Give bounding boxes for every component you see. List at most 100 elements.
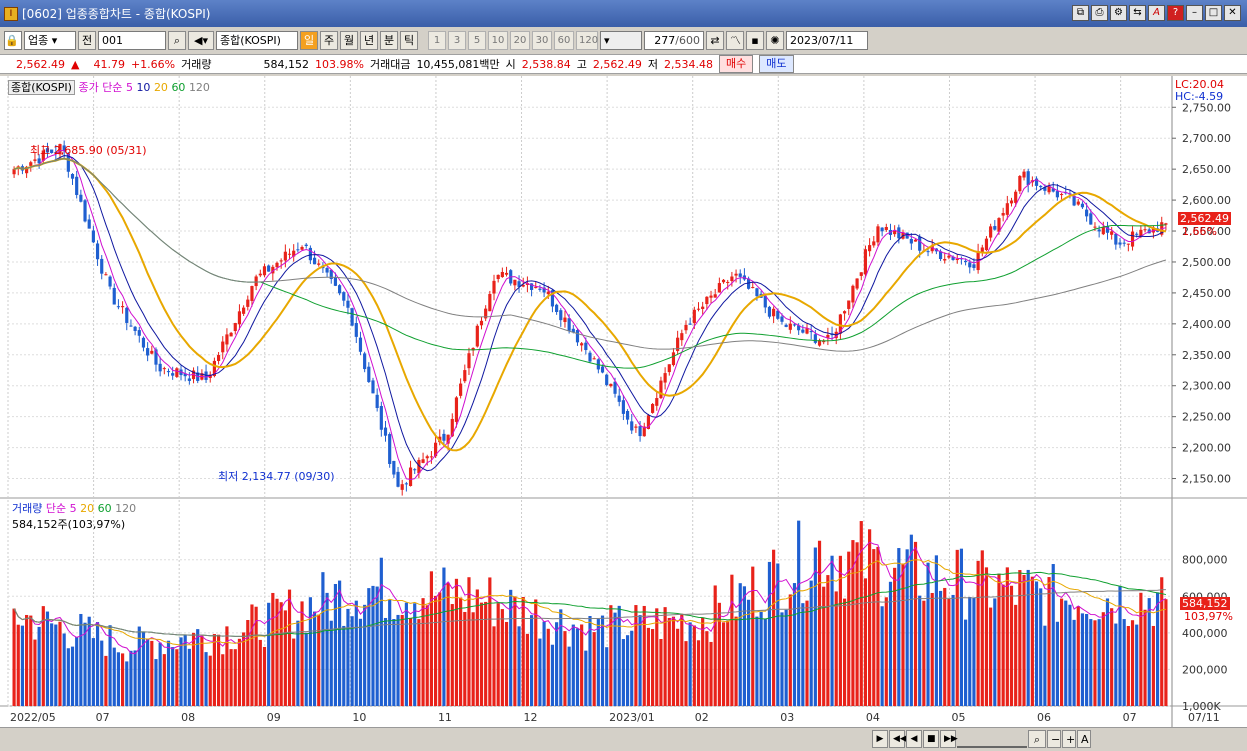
stop-icon[interactable]: ■ — [923, 730, 939, 748]
candle — [1080, 203, 1085, 208]
market-type-select[interactable]: 업종 ▾ — [24, 30, 76, 50]
lock-icon[interactable]: 🔒 — [4, 30, 22, 50]
gear-icon[interactable]: ✺ — [766, 30, 784, 50]
period-minute[interactable]: 분 — [380, 30, 398, 50]
interval-20[interactable]: 20 — [510, 30, 530, 50]
close-button[interactable]: ✕ — [1224, 5, 1241, 21]
candle — [308, 247, 312, 261]
zoom-slider[interactable] — [957, 730, 1027, 748]
zoom-in-icon[interactable]: + — [1062, 730, 1076, 748]
auto-icon[interactable]: A — [1077, 730, 1091, 748]
candle — [947, 255, 951, 258]
speaker-icon[interactable]: ◀▾ — [188, 30, 214, 50]
save-icon[interactable]: ▪ — [746, 30, 764, 50]
candle — [450, 418, 454, 437]
fast-forward-icon[interactable]: ▶▶ — [940, 730, 958, 748]
period-day[interactable]: 일 — [300, 30, 318, 50]
volume-legend: 거래량 단순 5 20 60 120 584,152주(103,97%) — [12, 500, 136, 532]
sell-button[interactable]: 매도 — [759, 55, 794, 73]
rewind-icon[interactable]: ◀◀ — [889, 730, 907, 748]
restore-group-icon[interactable]: ⧉ — [1072, 5, 1089, 21]
volume-bar — [838, 555, 842, 706]
interval-120[interactable]: 120 — [576, 30, 598, 50]
candle — [780, 316, 784, 322]
candle — [388, 434, 392, 464]
volume-bar — [809, 580, 813, 706]
font-icon[interactable]: A — [1148, 5, 1165, 21]
search-icon[interactable]: ⌕ — [168, 30, 186, 50]
candle — [371, 380, 375, 394]
code-input[interactable]: 001 — [98, 30, 166, 50]
date-input[interactable]: 2023/07/11 — [786, 30, 868, 50]
candle — [329, 269, 333, 280]
candle — [588, 352, 592, 362]
volume-bar — [989, 607, 993, 706]
print-icon[interactable]: ⎙ — [1091, 5, 1108, 21]
interval-10[interactable]: 10 — [488, 30, 508, 50]
candle — [563, 317, 567, 323]
maximize-button[interactable]: □ — [1205, 5, 1222, 21]
volume-bar — [926, 562, 930, 706]
volume-bar — [655, 608, 659, 706]
volume-bar — [262, 646, 267, 706]
interval-5[interactable]: 5 — [468, 30, 486, 50]
period-year[interactable]: 년 — [360, 30, 378, 50]
quote-amount: 10,455,081백만 — [416, 58, 500, 71]
candle — [37, 158, 41, 164]
vol-ma120-label: 120 — [115, 502, 137, 515]
candle — [955, 258, 959, 261]
y-tick-label: 2,300.00 — [1182, 380, 1231, 393]
interval-1[interactable]: 1 — [428, 30, 446, 50]
period-tick[interactable]: 틱 — [400, 30, 418, 50]
ma120-label: 120 — [188, 81, 210, 94]
count-input[interactable]: 277/600 — [644, 30, 704, 50]
line-chart-icon[interactable]: 〽 — [726, 30, 744, 50]
volume-bar — [575, 628, 580, 706]
magnify-icon[interactable]: ⌕ — [1028, 730, 1046, 748]
period-week[interactable]: 주 — [320, 30, 338, 50]
candle — [229, 332, 233, 337]
volume-bar — [95, 622, 100, 706]
ma120-line — [13, 158, 1167, 352]
volume-bar — [630, 630, 634, 706]
candle — [471, 347, 475, 351]
prev-icon[interactable]: ◀ — [906, 730, 922, 748]
volume-bar — [438, 592, 442, 706]
candle — [91, 230, 95, 243]
settings-icon[interactable]: ⚙ — [1110, 5, 1127, 21]
period-month[interactable]: 월 — [340, 30, 358, 50]
candle — [1043, 187, 1047, 191]
candle — [876, 226, 880, 243]
last-pct-tag: 1.66% — [1182, 225, 1217, 238]
y-tick-label: 2,750.00 — [1182, 101, 1231, 114]
candlestick-chart[interactable]: 2022/05 07 08 09 10 11 12 2023/01 02 03 04 05 06 07 07… — [0, 76, 1247, 736]
volume-bar — [692, 625, 696, 706]
volume-bar — [338, 580, 342, 706]
volume-bar — [446, 582, 450, 706]
volume-bar — [367, 588, 371, 706]
volume-bar — [33, 639, 37, 706]
zoom-out-icon[interactable]: − — [1047, 730, 1061, 748]
candle — [951, 256, 955, 260]
interval-60[interactable]: 60 — [554, 30, 574, 50]
volume-bar — [404, 602, 408, 706]
volume-bar — [893, 567, 897, 706]
interval-30[interactable]: 30 — [532, 30, 552, 50]
volume-bar — [16, 624, 20, 706]
help-icon[interactable]: ? — [1167, 5, 1184, 21]
prev-button[interactable]: 전 — [78, 30, 96, 50]
scroll-right-icon[interactable]: ▶ — [872, 730, 888, 748]
minimize-button[interactable]: – — [1186, 5, 1203, 21]
chart-area[interactable]: 2022/05 07 08 09 10 11 12 2023/01 02 03 04 05 06 07 07… — [0, 76, 1247, 736]
interval-dropdown[interactable]: ▾ — [600, 30, 642, 50]
candle — [918, 236, 922, 251]
arrows-icon[interactable]: ⇄ — [706, 30, 724, 50]
interval-3[interactable]: 3 — [448, 30, 466, 50]
volume-bar — [75, 636, 79, 706]
link-icon[interactable]: ⇆ — [1129, 5, 1146, 21]
candle — [684, 324, 688, 331]
volume-label: 거래량 — [12, 502, 43, 515]
buy-button[interactable]: 매수 — [719, 55, 754, 73]
candle — [338, 285, 342, 294]
ma20-line — [13, 157, 1167, 452]
